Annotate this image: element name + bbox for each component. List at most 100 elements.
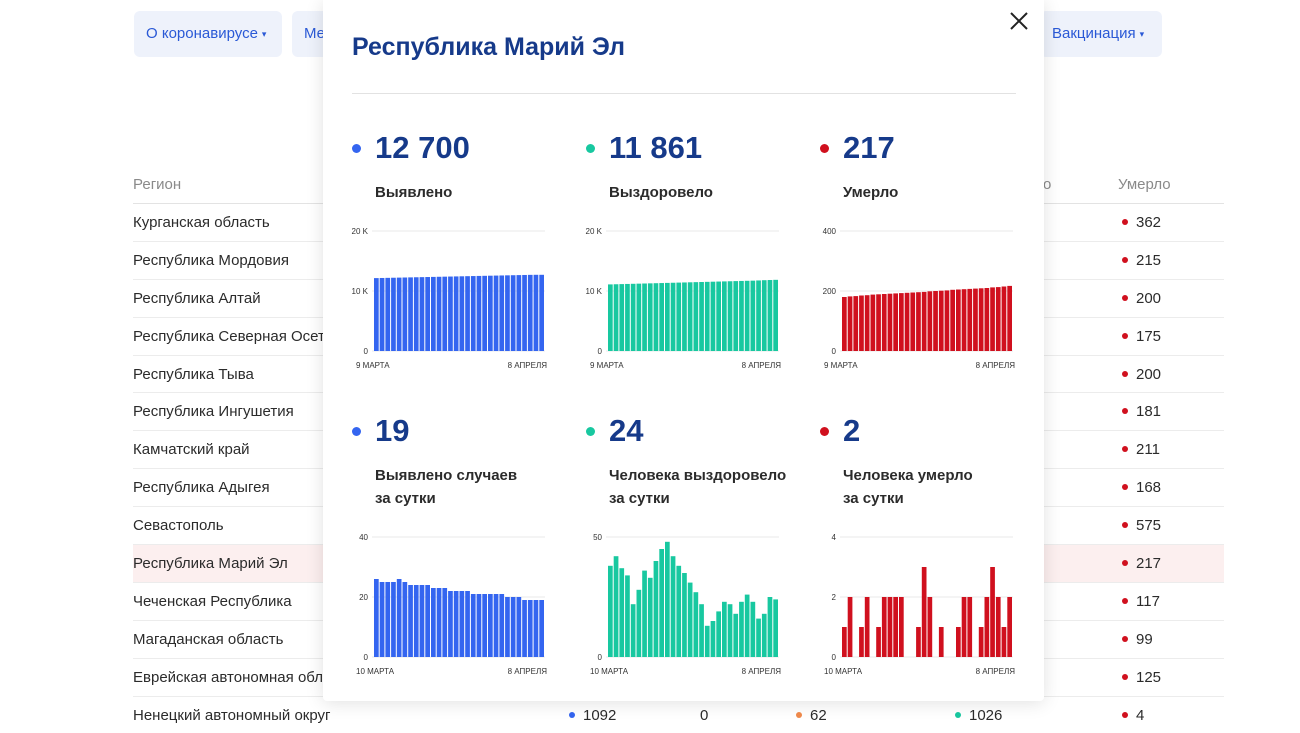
bar[interactable] bbox=[842, 297, 847, 351]
bar[interactable] bbox=[470, 276, 476, 351]
bar[interactable] bbox=[682, 282, 687, 351]
bar[interactable] bbox=[744, 280, 750, 351]
bar[interactable] bbox=[716, 611, 721, 657]
bar[interactable] bbox=[699, 604, 704, 657]
bar[interactable] bbox=[647, 577, 653, 657]
bar[interactable] bbox=[927, 291, 933, 351]
bar[interactable] bbox=[470, 594, 476, 657]
bar[interactable] bbox=[750, 601, 756, 657]
bar[interactable] bbox=[459, 276, 465, 351]
bar[interactable] bbox=[539, 274, 544, 351]
bar[interactable] bbox=[916, 292, 921, 351]
bar[interactable] bbox=[727, 604, 733, 657]
bar[interactable] bbox=[539, 600, 544, 657]
bar[interactable] bbox=[499, 275, 505, 351]
bar[interactable] bbox=[493, 275, 499, 351]
bar[interactable] bbox=[465, 276, 470, 351]
bar[interactable] bbox=[425, 277, 430, 351]
bar[interactable] bbox=[413, 277, 419, 351]
column-header-recovered[interactable]: о bbox=[1043, 176, 1052, 193]
bar[interactable] bbox=[642, 283, 647, 352]
bar[interactable] bbox=[978, 627, 984, 657]
bar[interactable] bbox=[739, 601, 744, 657]
bar[interactable] bbox=[910, 292, 916, 352]
bar[interactable] bbox=[881, 597, 887, 657]
bar[interactable] bbox=[761, 280, 767, 351]
bar[interactable] bbox=[465, 591, 470, 657]
bar[interactable] bbox=[419, 585, 425, 657]
bar[interactable] bbox=[493, 594, 499, 657]
bar[interactable] bbox=[527, 274, 533, 351]
bar[interactable] bbox=[967, 597, 973, 657]
bar[interactable] bbox=[431, 588, 436, 657]
bar[interactable] bbox=[773, 599, 778, 657]
close-button[interactable] bbox=[1007, 9, 1031, 33]
bar[interactable] bbox=[522, 274, 527, 351]
bar[interactable] bbox=[448, 591, 453, 657]
bar[interactable] bbox=[630, 283, 636, 351]
bar[interactable] bbox=[1007, 597, 1012, 657]
bar[interactable] bbox=[636, 589, 642, 657]
bar[interactable] bbox=[379, 582, 385, 657]
bar[interactable] bbox=[870, 294, 876, 351]
bar[interactable] bbox=[653, 561, 659, 657]
bar[interactable] bbox=[961, 597, 967, 657]
bar[interactable] bbox=[773, 279, 778, 351]
bar[interactable] bbox=[693, 592, 699, 657]
bar[interactable] bbox=[864, 597, 870, 657]
bar[interactable] bbox=[482, 594, 487, 657]
nav-item-about-coronavirus[interactable]: О коронавирусе ▾ bbox=[134, 11, 282, 57]
bar[interactable] bbox=[927, 597, 933, 657]
bar[interactable] bbox=[488, 275, 493, 351]
bar[interactable] bbox=[899, 293, 904, 351]
bar[interactable] bbox=[944, 290, 950, 351]
bar[interactable] bbox=[516, 275, 522, 351]
bar[interactable] bbox=[608, 284, 613, 351]
column-header-died[interactable]: Умерло bbox=[1118, 176, 1171, 193]
bar[interactable] bbox=[670, 556, 676, 657]
bar[interactable] bbox=[385, 582, 391, 657]
bar[interactable] bbox=[756, 618, 761, 657]
bar[interactable] bbox=[482, 275, 487, 351]
bar[interactable] bbox=[847, 597, 853, 657]
bar[interactable] bbox=[956, 289, 961, 352]
bar[interactable] bbox=[722, 601, 727, 657]
bar[interactable] bbox=[442, 276, 448, 351]
bar[interactable] bbox=[887, 597, 893, 657]
bar[interactable] bbox=[402, 582, 408, 657]
bar[interactable] bbox=[767, 280, 773, 351]
bar[interactable] bbox=[990, 567, 995, 657]
bar[interactable] bbox=[659, 549, 664, 657]
bar[interactable] bbox=[619, 568, 625, 657]
bar[interactable] bbox=[476, 594, 482, 657]
bar[interactable] bbox=[716, 281, 721, 351]
bar[interactable] bbox=[459, 591, 465, 657]
bar[interactable] bbox=[881, 294, 887, 351]
bar[interactable] bbox=[453, 591, 459, 657]
bar[interactable] bbox=[933, 291, 938, 351]
column-header-region[interactable]: Регион bbox=[133, 176, 182, 193]
bar[interactable] bbox=[505, 275, 510, 351]
bar[interactable] bbox=[733, 281, 739, 351]
bar[interactable] bbox=[636, 283, 642, 351]
bar[interactable] bbox=[665, 282, 670, 351]
bar[interactable] bbox=[859, 627, 864, 657]
bar[interactable] bbox=[676, 565, 682, 657]
bar[interactable] bbox=[448, 276, 453, 351]
bar[interactable] bbox=[499, 594, 505, 657]
bar[interactable] bbox=[413, 585, 419, 657]
bar[interactable] bbox=[385, 277, 391, 351]
bar[interactable] bbox=[710, 621, 716, 657]
bar[interactable] bbox=[699, 282, 704, 351]
bar[interactable] bbox=[938, 290, 944, 351]
bar[interactable] bbox=[687, 282, 693, 351]
bar[interactable] bbox=[619, 284, 625, 351]
bar[interactable] bbox=[727, 281, 733, 351]
bar[interactable] bbox=[431, 276, 436, 351]
bar[interactable] bbox=[630, 604, 636, 657]
bar[interactable] bbox=[408, 277, 413, 351]
bar[interactable] bbox=[670, 282, 676, 351]
bar[interactable] bbox=[1001, 627, 1007, 657]
bar[interactable] bbox=[527, 600, 533, 657]
bar[interactable] bbox=[739, 280, 744, 351]
